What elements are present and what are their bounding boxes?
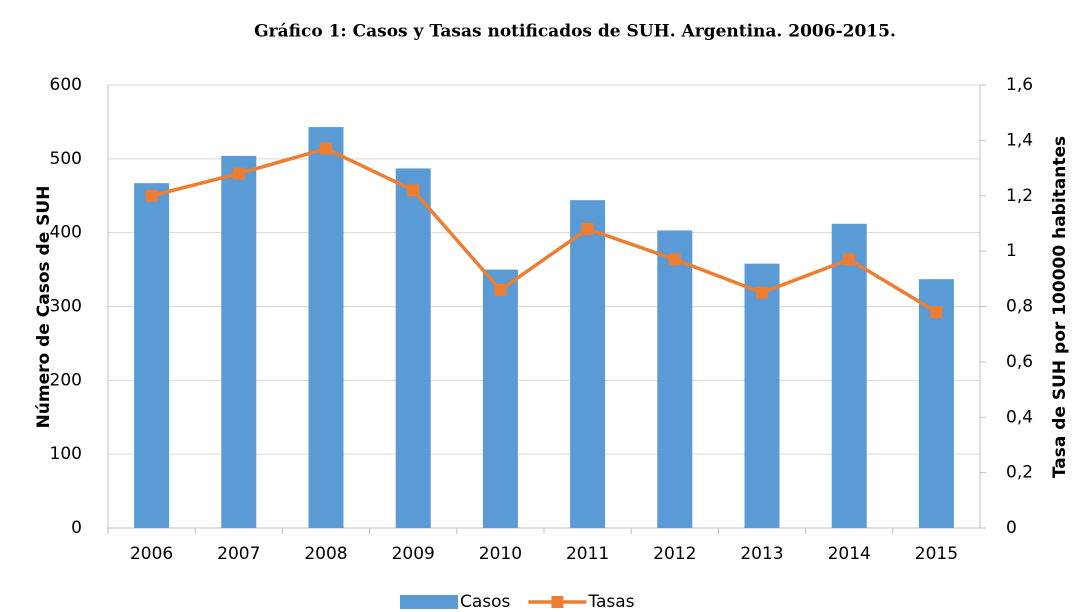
y2-tick-label: 0,4 [1006,407,1033,427]
y-tick-label: 300 [50,297,82,317]
marker [145,189,158,202]
y2-tick-label: 1,2 [1006,186,1033,206]
x-tick-label: 2014 [828,544,871,564]
y2-tick-label: 0,8 [1006,297,1033,317]
x-tick-label: 2009 [392,544,435,564]
y2-tick-label: 0,2 [1006,463,1033,483]
bar [308,127,344,529]
bar [570,200,606,528]
bar [395,168,431,528]
x-tick-label: 2006 [130,544,173,564]
x-tick-label: 2011 [566,544,609,564]
marker [407,184,420,197]
marker [843,253,856,266]
marker [320,142,332,155]
y2-tick-label: 1,6 [1006,75,1033,95]
y-tick-label: 200 [50,370,82,390]
marker [930,306,943,319]
y-tick-label: 500 [50,149,82,169]
bar [918,279,954,528]
marker [494,283,507,296]
marker [668,253,681,266]
chart-title: Gráfico 1: Casos y Tasas notificados de … [254,22,896,42]
bar [744,263,780,528]
x-tick-label: 2007 [217,544,260,564]
x-tick-label: 2015 [915,544,958,564]
x-tick-label: 2010 [479,544,522,564]
legend-label: Tasas [587,592,634,612]
legend-swatch [551,596,564,608]
bar [221,155,257,528]
bar [657,230,693,528]
y2-tick-label: 1,4 [1006,130,1033,150]
legend-label: Casos [460,592,511,612]
line [151,146,938,314]
legend-swatch [400,595,458,609]
marker [581,222,594,235]
bar [134,183,170,528]
x-tick-label: 2008 [304,544,347,564]
y-tick-label: 100 [50,444,82,464]
x-tick-label: 2013 [740,544,783,564]
y-tick-label: 0 [71,518,82,538]
y-tick-label: 400 [50,223,82,243]
marker [756,286,768,299]
marker [232,167,245,180]
y2-tick-label: 0,6 [1006,352,1033,372]
y2-axis-title: Tasa de SUH por 100000 habitantes [1050,136,1070,478]
y2-tick-label: 0 [1006,518,1017,538]
x-tick-label: 2012 [653,544,696,564]
y-axis-title: Número de Casos de SUH [34,186,54,429]
y2-tick-label: 1 [1006,241,1017,261]
bar [482,269,518,528]
y-tick-label: 600 [50,75,82,95]
bar [831,223,867,528]
